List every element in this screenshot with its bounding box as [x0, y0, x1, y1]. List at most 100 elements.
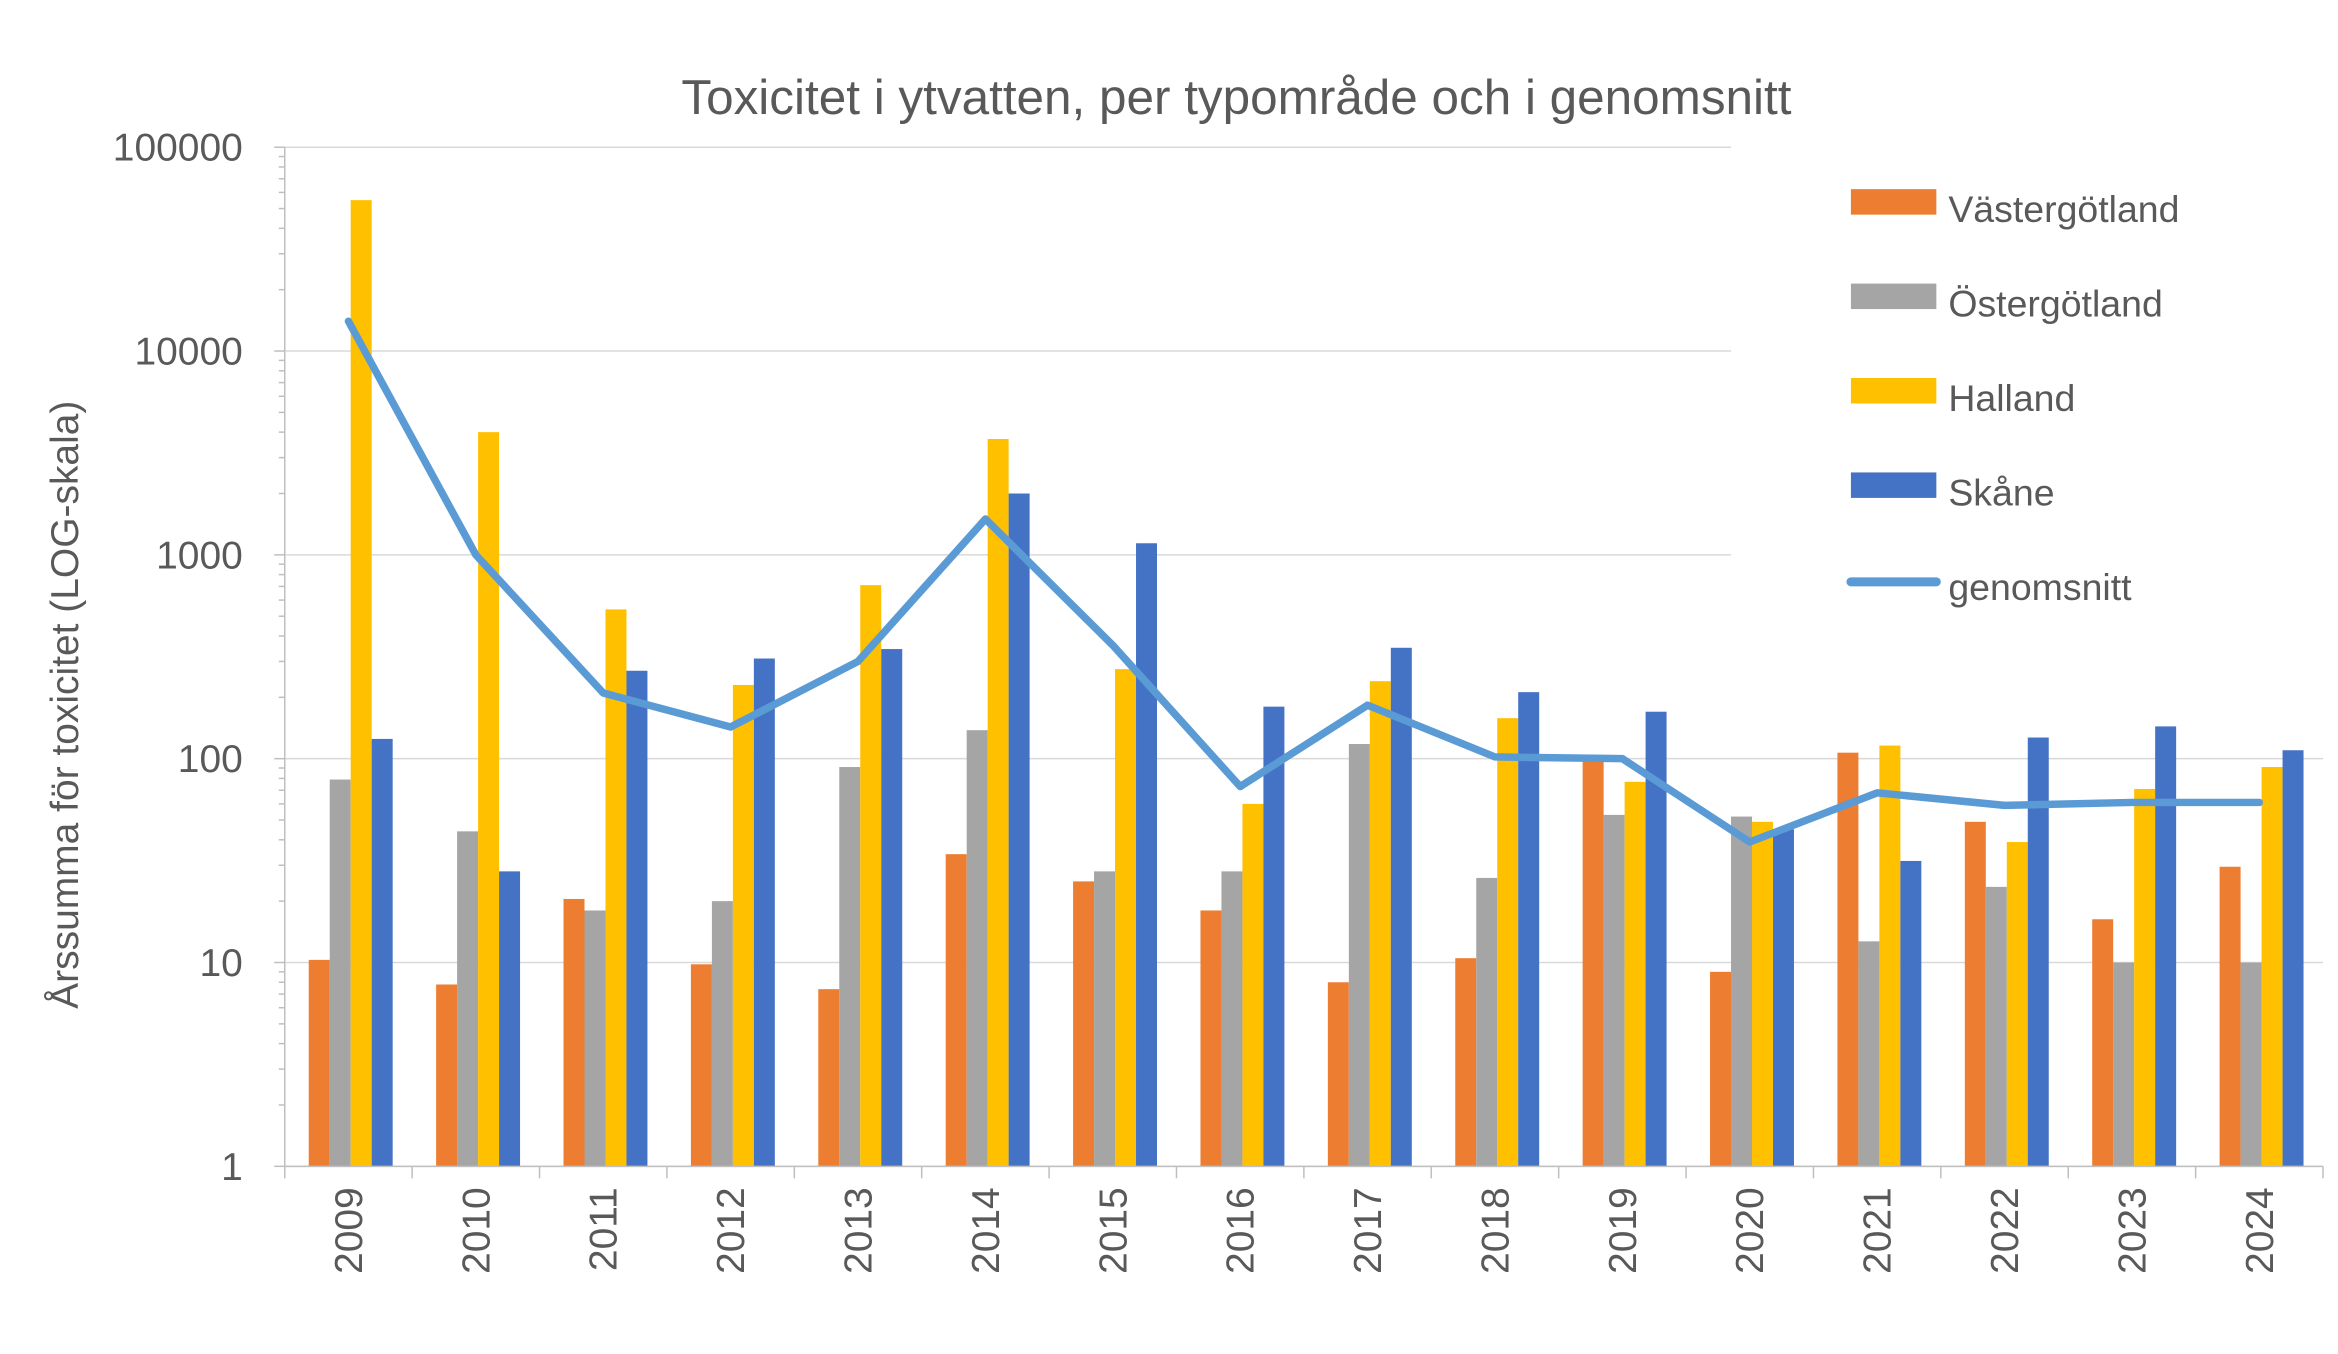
legend-swatch: [1850, 189, 1937, 215]
x-tick-label: 2020: [1729, 1187, 1772, 1274]
bars: [308, 200, 2304, 1167]
bar-östergötland: [1221, 871, 1243, 1167]
bar-västergötland: [1837, 752, 1859, 1167]
bar-östergötland: [1603, 814, 1625, 1167]
bar-östergötland: [2240, 962, 2262, 1167]
bar-halland: [1624, 781, 1646, 1167]
bar-skåne: [2027, 737, 2049, 1167]
bar-halland: [2006, 842, 2028, 1167]
x-tick-label: 2009: [328, 1187, 371, 1274]
y-tick-label: 100: [178, 738, 243, 781]
bar-skåne: [1136, 543, 1158, 1167]
bar-skåne: [1645, 711, 1667, 1167]
line-genomsnitt: [344, 317, 2264, 846]
bar-skåne: [371, 738, 393, 1167]
bar-halland: [732, 684, 754, 1167]
x-tick-label: 2017: [1347, 1187, 1390, 1274]
bar-västergötland: [818, 989, 840, 1167]
bar-västergötland: [2219, 866, 2241, 1167]
y-tick-label: 1: [221, 1146, 243, 1189]
bar-västergötland: [1327, 982, 1349, 1167]
bar-östergötland: [1094, 871, 1116, 1167]
x-tick-label: 2011: [583, 1187, 626, 1271]
y-axis-label: Årssumma för toxicitet (LOG-skala): [43, 401, 87, 1009]
bar-halland: [1242, 803, 1264, 1167]
bar-östergötland: [711, 901, 733, 1167]
x-tick-label: 2018: [1474, 1187, 1517, 1274]
x-tick-label: 2016: [1220, 1187, 1263, 1274]
bar-skåne: [753, 658, 775, 1167]
bar-skåne: [1900, 860, 1922, 1167]
bar-östergötland: [2113, 962, 2135, 1167]
bar-östergötland: [329, 779, 351, 1167]
bar-västergötland: [1200, 910, 1222, 1167]
bar-östergötland: [584, 910, 606, 1167]
y-tick-label: 100000: [113, 127, 243, 170]
bar-halland: [1369, 681, 1391, 1167]
average-line: [344, 317, 2264, 846]
bar-östergötland: [1348, 744, 1370, 1167]
bar-östergötland: [839, 767, 861, 1167]
bar-halland: [478, 432, 500, 1167]
bar-västergötland: [945, 854, 967, 1167]
bar-halland: [2134, 788, 2156, 1167]
bar-östergötland: [1731, 816, 1753, 1167]
x-tick-label: 2014: [965, 1187, 1008, 1274]
x-tick-label: 2022: [1984, 1187, 2027, 1274]
x-tick-label: 2019: [1602, 1187, 1645, 1274]
axes: 1 10 100 1000 10000 100000 2009 2010 2011 2012 201…: [113, 127, 2324, 1274]
legend-label: Skåne: [1948, 471, 2054, 513]
legend-label: Halland: [1948, 377, 2075, 419]
bar-halland: [1497, 718, 1519, 1167]
bar-västergötland: [1073, 881, 1095, 1167]
bar-östergötland: [966, 730, 988, 1167]
legend-label: Västergötland: [1948, 188, 2179, 230]
bar-skåne: [1390, 647, 1412, 1167]
x-tick-label: 2012: [710, 1187, 753, 1274]
bar-halland: [2261, 767, 2283, 1167]
x-tick-label: 2021: [1857, 1187, 1900, 1274]
x-tick-label: 2015: [1092, 1187, 1135, 1274]
bar-västergötland: [308, 959, 330, 1167]
bar-skåne: [499, 871, 521, 1167]
bar-skåne: [626, 670, 648, 1167]
x-tick-label: 2010: [455, 1187, 498, 1274]
bar-skåne: [1518, 692, 1540, 1167]
bar-västergötland: [1582, 761, 1604, 1167]
legend-swatch: [1850, 472, 1937, 498]
bar-västergötland: [690, 964, 712, 1167]
legend-swatch: [1850, 378, 1937, 404]
bar-halland: [1879, 745, 1901, 1167]
bar-östergötland: [1858, 941, 1880, 1167]
bar-östergötland: [457, 831, 479, 1167]
bar-skåne: [1772, 829, 1794, 1167]
bar-västergötland: [1455, 958, 1477, 1167]
bar-halland: [860, 585, 882, 1167]
bar-skåne: [2282, 750, 2304, 1167]
y-tick-label: 10000: [134, 331, 242, 374]
x-tick-label: 2023: [2111, 1187, 2154, 1274]
bar-skåne: [2155, 726, 2177, 1167]
bar-skåne: [1008, 493, 1030, 1167]
y-tick-label: 10: [199, 942, 242, 985]
x-tick-label: 2024: [2239, 1187, 2282, 1274]
bar-västergötland: [1964, 821, 1986, 1167]
y-tick-label: 1000: [156, 534, 243, 577]
chart-title: Toxicitet i ytvatten, per typområde och …: [681, 70, 1791, 125]
bar-östergötland: [1985, 886, 2007, 1167]
x-tick-label: 2013: [838, 1187, 881, 1274]
bar-västergötland: [2092, 919, 2114, 1167]
legend-swatch: [1850, 283, 1937, 310]
bar-skåne: [881, 649, 903, 1167]
bar-västergötland: [436, 984, 458, 1167]
legend: Västergötland Östergötland Halland Skåne gen…: [1846, 188, 2179, 608]
bar-halland: [1115, 669, 1137, 1167]
legend-label: genomsnitt: [1948, 566, 2132, 608]
bar-västergötland: [1710, 971, 1732, 1167]
bar-skåne: [1263, 706, 1285, 1167]
bar-halland: [605, 609, 627, 1167]
bar-västergötland: [563, 898, 585, 1167]
bar-östergötland: [1476, 877, 1498, 1167]
bar-halland: [350, 200, 372, 1167]
